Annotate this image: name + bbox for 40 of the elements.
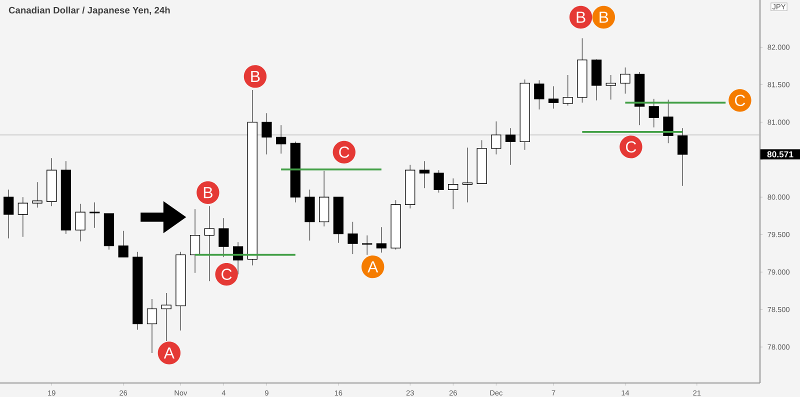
candlestick [434,170,444,193]
candlestick [4,189,14,239]
annotation: B [204,187,212,198]
candlestick [118,230,128,258]
candlestick [190,208,200,274]
candlestick [419,160,430,188]
annotation: B [576,12,586,23]
candlestick [620,67,630,94]
annotation: C [339,146,350,158]
candlestick [663,99,674,144]
annotation: A [368,261,378,272]
candlestick [146,298,158,354]
candlestick [75,204,86,242]
annotation: C [222,268,232,280]
candlestick [348,222,358,254]
candlestick [32,182,42,208]
candlestick [505,128,516,166]
candlestick [376,226,386,253]
annotation: C [626,141,636,153]
candlestick [534,80,544,110]
text: 80.571 [767,151,794,158]
candlestick [491,121,502,155]
candlestick [262,112,272,155]
annotation: A [164,348,174,359]
candlestick [548,86,559,110]
candlestick [448,178,458,210]
candlestick [562,74,573,106]
candlestick [462,147,473,203]
text: Canadian Dollar / Japanese Yen, 24h [8,6,170,16]
candlestick [218,218,229,258]
candlestick [606,74,616,100]
annotation: C [734,94,746,106]
candlestick [678,128,688,186]
candlestick [648,98,659,128]
annotation: B [251,70,260,82]
candlestick [204,206,214,282]
candlestick [18,196,28,238]
candlestick [161,292,172,342]
candlestick [276,124,286,154]
annotation: B [600,12,608,23]
